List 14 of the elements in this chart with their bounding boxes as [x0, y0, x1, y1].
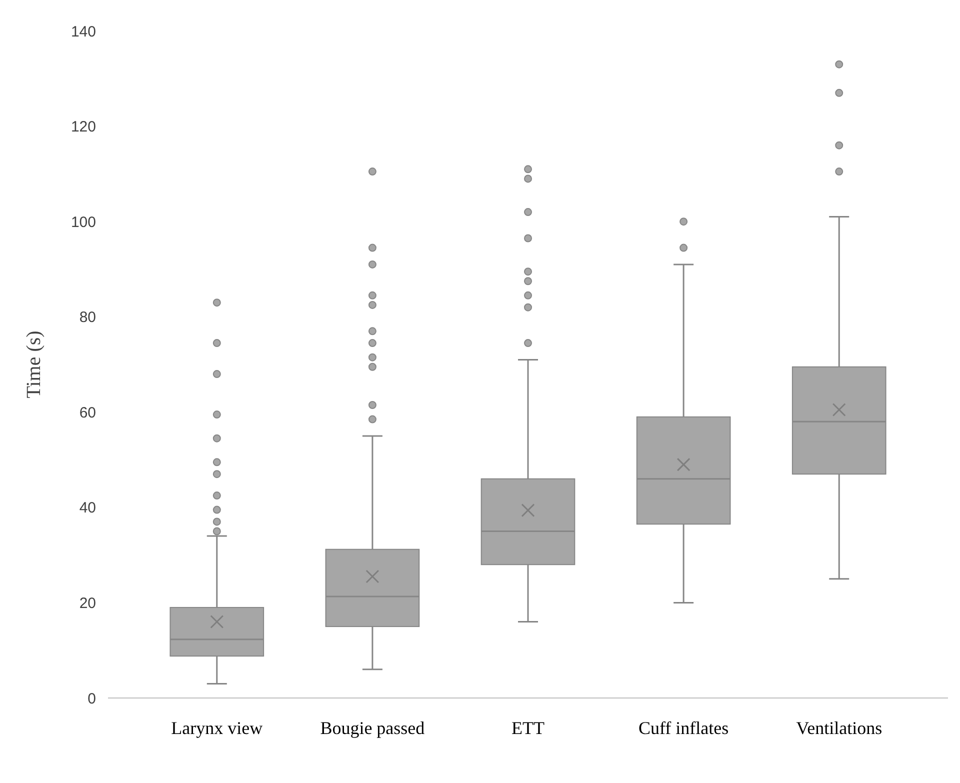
y-tick-label: 40	[79, 500, 96, 517]
y-tick-label: 0	[88, 690, 96, 708]
x-tick-label: Bougie passed	[320, 718, 425, 738]
x-tick-label: Ventilations	[796, 718, 882, 738]
y-tick-label: 100	[70, 214, 96, 231]
y-axis-title: Time (s)	[23, 330, 45, 398]
y-tick-label: 80	[79, 309, 96, 326]
y-tick-label: 20	[79, 594, 96, 612]
x-tick-label: ETT	[512, 718, 544, 738]
y-tick-label: 140	[70, 23, 96, 40]
y-tick-label: 60	[79, 404, 96, 422]
x-tick-label: Larynx view	[171, 718, 263, 738]
x-tick-label: Cuff inflates	[638, 718, 729, 738]
y-tick-label: 120	[70, 118, 96, 136]
